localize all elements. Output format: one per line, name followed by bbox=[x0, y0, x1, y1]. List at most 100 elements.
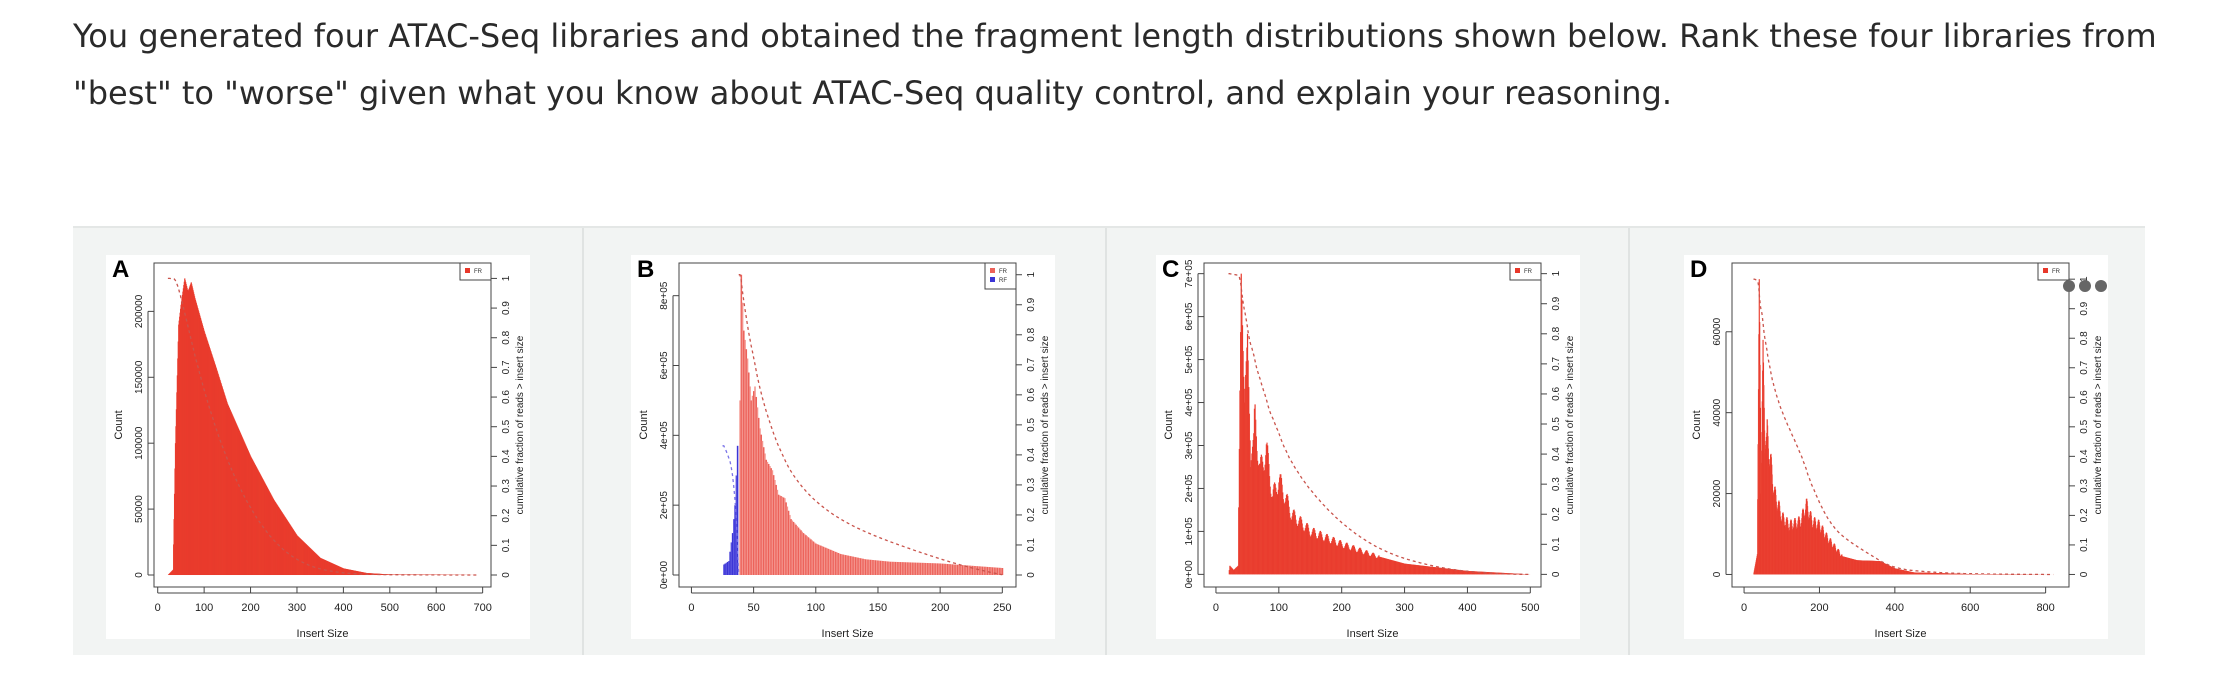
cumulative-fraction-line bbox=[738, 274, 1003, 576]
histogram-bar bbox=[1390, 559, 1392, 575]
histogram-bar bbox=[1360, 548, 1362, 575]
y-tick-label: 7e+05 bbox=[1184, 259, 1195, 288]
histogram-bar bbox=[924, 562, 927, 575]
histogram-bar bbox=[1444, 568, 1447, 575]
histogram-bar bbox=[1248, 413, 1251, 575]
histogram-bar bbox=[954, 564, 956, 575]
histogram-bar bbox=[1466, 570, 1469, 575]
histogram-bar bbox=[871, 559, 873, 575]
histogram-bar bbox=[956, 564, 959, 575]
histogram-bar bbox=[1351, 547, 1353, 575]
histogram-bar bbox=[939, 563, 942, 575]
histogram-bar bbox=[1371, 553, 1373, 575]
histogram-bar bbox=[864, 559, 867, 575]
histogram-bar bbox=[1271, 497, 1273, 575]
histogram-bar bbox=[760, 434, 762, 575]
histogram-bar bbox=[1359, 547, 1361, 575]
histogram-bar bbox=[1451, 569, 1453, 575]
histogram-bar bbox=[1404, 563, 1406, 575]
histogram-bar bbox=[1345, 544, 1347, 575]
histogram-bar bbox=[1384, 558, 1386, 575]
histogram-bar bbox=[846, 555, 848, 575]
histogram-bar bbox=[1273, 482, 1276, 575]
y-tick-label: 200000 bbox=[134, 294, 145, 328]
histogram-bar bbox=[1431, 566, 1433, 575]
histogram-bar bbox=[935, 563, 938, 575]
more-options-icon[interactable] bbox=[2063, 280, 2107, 292]
legend-label: FR bbox=[474, 269, 483, 275]
histogram-bar bbox=[892, 561, 894, 575]
histogram-bar bbox=[799, 528, 801, 575]
histogram-bar bbox=[1474, 571, 1476, 575]
histogram-bar bbox=[1317, 538, 1319, 575]
histogram-bar bbox=[755, 396, 758, 575]
histogram-bar bbox=[1235, 567, 1237, 575]
histogram-bar bbox=[1246, 333, 1249, 575]
histogram-bar bbox=[910, 562, 913, 575]
histogram-bar bbox=[1250, 466, 1252, 575]
histogram-bar bbox=[1260, 454, 1262, 575]
y2-tick-label: 0.4 bbox=[1026, 447, 1037, 461]
histogram-bar bbox=[1516, 573, 1518, 575]
y2-tick-label: 0.3 bbox=[2079, 478, 2090, 492]
histogram-bar bbox=[1416, 565, 1418, 575]
histogram-bar bbox=[1452, 569, 1454, 575]
x-axis-title: Insert Size bbox=[297, 628, 349, 639]
histogram-bar bbox=[1498, 572, 1500, 575]
legend-box bbox=[459, 262, 492, 281]
histogram-bar bbox=[818, 545, 821, 575]
histogram-bar bbox=[1319, 530, 1322, 575]
histogram-bar bbox=[1255, 436, 1257, 575]
cumulative-fraction-line bbox=[722, 445, 740, 576]
x-tick-label: 50 bbox=[747, 602, 759, 614]
histogram-bar bbox=[1239, 390, 1241, 575]
histogram-bar bbox=[1373, 553, 1375, 575]
y-tick-label: 150000 bbox=[134, 360, 145, 394]
histogram-bar bbox=[1517, 573, 1519, 575]
histogram-bar bbox=[1450, 568, 1452, 575]
histogram-bar bbox=[769, 466, 771, 575]
plot-frame bbox=[153, 262, 492, 588]
histogram-bar bbox=[1421, 565, 1423, 575]
histogram-bar bbox=[1466, 570, 1468, 575]
histogram-bar bbox=[748, 372, 750, 575]
histogram-bar bbox=[920, 562, 923, 575]
histogram-bar bbox=[775, 484, 777, 575]
histogram-bar bbox=[862, 558, 864, 575]
y2-tick-label: 0.5 bbox=[1551, 417, 1562, 431]
histogram-bar bbox=[1319, 531, 1321, 575]
histogram-bar bbox=[1367, 553, 1369, 575]
histogram-bar bbox=[1494, 572, 1496, 575]
histogram-bar bbox=[780, 496, 782, 575]
histogram-bar bbox=[934, 563, 937, 575]
histogram-bar bbox=[1397, 561, 1400, 575]
y2-tick-label: 0.8 bbox=[1026, 327, 1037, 341]
histogram-bar bbox=[1234, 568, 1236, 575]
histogram-bar bbox=[1295, 523, 1298, 575]
y2-tick-label: 1 bbox=[1026, 272, 1037, 278]
y2-tick-label: 0.1 bbox=[1026, 538, 1037, 552]
histogram-bar bbox=[1238, 507, 1240, 575]
histogram-bar bbox=[1407, 564, 1410, 575]
histogram-bar bbox=[1461, 570, 1463, 575]
histogram-bar bbox=[945, 563, 948, 575]
legend-box bbox=[2037, 262, 2070, 281]
y2-tick-label: 0.3 bbox=[501, 479, 512, 493]
histogram-bar bbox=[1395, 561, 1398, 575]
histogram-bar bbox=[1389, 559, 1391, 575]
histogram-bar bbox=[1391, 560, 1393, 575]
histogram-bar bbox=[1455, 569, 1457, 575]
histogram-bar bbox=[1000, 567, 1002, 575]
histogram-bar bbox=[1307, 527, 1310, 575]
histogram-bar bbox=[781, 496, 784, 575]
histogram-bar bbox=[852, 556, 855, 575]
histogram-bar bbox=[869, 559, 872, 575]
histogram-bar bbox=[1458, 569, 1460, 575]
histogram-bar bbox=[925, 562, 928, 575]
histogram-bar bbox=[1386, 558, 1388, 575]
histogram-bar bbox=[757, 417, 760, 575]
histogram-bar bbox=[1494, 572, 1496, 575]
histogram-bar bbox=[1428, 566, 1430, 575]
y-axis-title: Count bbox=[1691, 410, 1703, 439]
histogram-bar bbox=[1229, 565, 1231, 575]
